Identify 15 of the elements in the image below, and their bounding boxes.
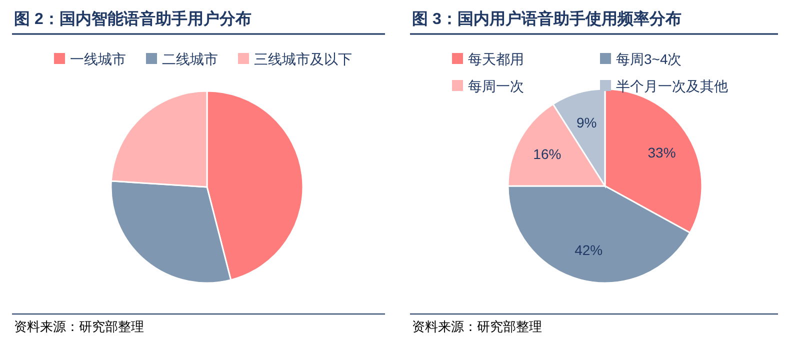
data-label: 42% <box>574 242 603 258</box>
chart-title: 图 2：国内智能语音助手用户分布 <box>14 10 252 28</box>
chart-title: 图 3：国内用户语音助手使用频率分布 <box>412 9 682 28</box>
data-label: 33% <box>648 144 676 160</box>
legend-label: 三线城市及以下 <box>254 51 352 67</box>
text: 资料来源：研究部整理 <box>14 319 144 334</box>
data-label: 9% <box>576 114 597 131</box>
legend-label: 一线城市 <box>70 51 126 67</box>
legend-label: 二线城市 <box>162 51 218 67</box>
legend-label: 半个月一次及其他 <box>616 78 728 94</box>
legend-label: 每周3~4次 <box>616 51 682 67</box>
text: 资料来源：研究部整理 <box>412 319 542 334</box>
data-label: 16% <box>533 146 562 162</box>
legend-label: 每周一次 <box>468 78 524 94</box>
legend-label: 每天都用 <box>468 51 524 67</box>
